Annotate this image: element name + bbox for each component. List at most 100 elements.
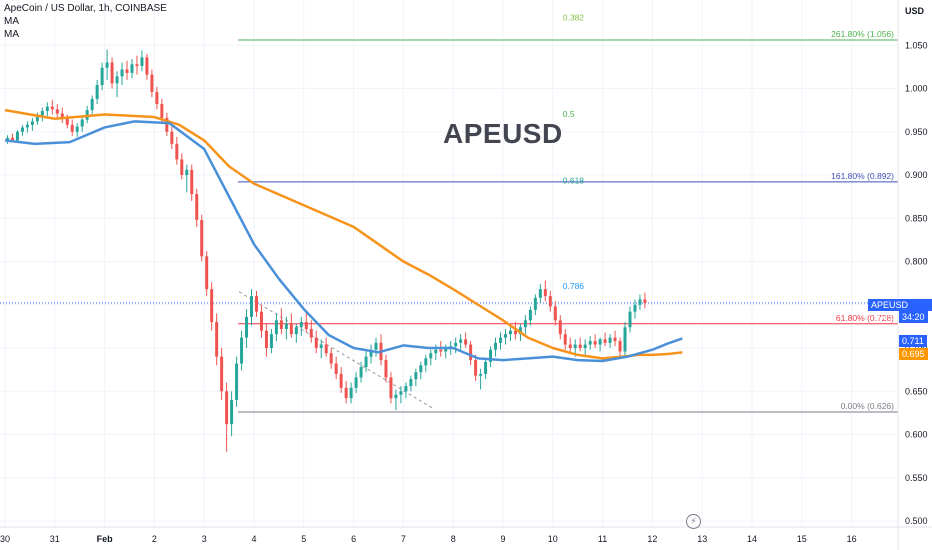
candle-body: [319, 344, 323, 348]
time-tick-label: 30: [0, 534, 10, 544]
symbol-price-tag: APEUSD 0.752: [868, 299, 932, 322]
candle-body: [558, 320, 562, 335]
candle-body: [215, 322, 219, 357]
candle-body: [75, 126, 79, 132]
candle-body: [424, 358, 428, 366]
candle-body: [264, 330, 268, 348]
candle-body: [568, 344, 572, 348]
chart-legend: ApeCoin / US Dollar, 1h, COINBASE MA MA: [4, 2, 167, 41]
candle-body: [35, 115, 39, 122]
candle-body: [638, 299, 642, 305]
candle-body: [235, 363, 239, 400]
candle-body: [394, 394, 398, 399]
candle-body: [155, 91, 159, 105]
candle-body: [65, 117, 69, 125]
candle-body: [180, 159, 184, 175]
symbol-tag-price: 0.752: [875, 312, 898, 322]
candle-body: [190, 169, 194, 195]
candle-body: [210, 289, 214, 323]
candle-body: [250, 296, 254, 317]
symbol-title[interactable]: ApeCoin / US Dollar, 1h, COINBASE: [4, 3, 167, 14]
candle-body: [309, 328, 313, 338]
time-tick-label: 7: [401, 534, 406, 544]
price-tick-label: 0.850: [905, 213, 928, 223]
candle-body: [354, 377, 358, 388]
time-tick-label: 2: [152, 534, 157, 544]
fan-level-label: 0.5: [563, 109, 575, 119]
candle-body: [230, 399, 234, 425]
candle-body: [389, 377, 393, 399]
candle-body: [503, 334, 507, 338]
candle-body: [314, 337, 318, 348]
legend-ma-2[interactable]: MA: [4, 29, 19, 40]
candle-body: [598, 339, 602, 345]
candle-body: [45, 106, 49, 111]
time-tick-label: 31: [50, 534, 60, 544]
candle-body: [140, 57, 144, 67]
candle-body: [623, 327, 627, 352]
price-tick-label: 0.550: [905, 473, 928, 483]
time-tick-label: 16: [847, 534, 857, 544]
time-tick-label: 13: [697, 534, 707, 544]
time-tick-label: 3: [202, 534, 207, 544]
candle-body: [479, 373, 483, 376]
fan-level-label: 0.618: [563, 175, 585, 185]
price-tick-label: 1.000: [905, 84, 928, 94]
fan-level-label: 0.786: [563, 281, 585, 291]
candle-body: [60, 113, 64, 118]
candle-body: [55, 109, 59, 114]
countdown-tag: 34:20: [899, 311, 928, 323]
candle-body: [245, 316, 249, 338]
candle-body: [434, 349, 438, 354]
time-tick-label: 9: [500, 534, 505, 544]
candle-body: [294, 327, 298, 335]
candle-body: [105, 62, 109, 68]
time-tick-label: 15: [797, 534, 807, 544]
candle-body: [170, 131, 174, 144]
candle-body: [384, 360, 388, 378]
symbol-tag-name: APEUSD: [871, 300, 909, 310]
candle-body: [633, 304, 637, 312]
candle-body: [279, 320, 283, 329]
candle-body: [588, 341, 592, 345]
time-tick-label: 6: [351, 534, 356, 544]
candle-body: [364, 356, 368, 368]
grid: [0, 0, 898, 527]
candle-body: [125, 69, 129, 73]
time-tick-label: Feb: [97, 534, 114, 544]
candle-body: [329, 353, 333, 364]
candle-body: [254, 296, 258, 312]
candle-body: [95, 85, 99, 99]
candle-body: [30, 121, 34, 125]
candle-body: [563, 334, 567, 345]
candle-body: [643, 299, 647, 304]
candle-body: [459, 339, 463, 343]
candle-body: [284, 323, 288, 329]
candle-body: [185, 169, 189, 175]
legend-ma-1[interactable]: MA: [4, 16, 19, 27]
candle-body: [20, 127, 24, 132]
candle-body: [553, 306, 557, 321]
price-tick-label: 0.900: [905, 170, 928, 180]
candle-body: [484, 361, 488, 374]
currency-label[interactable]: USD: [905, 6, 925, 16]
candle-body: [70, 124, 74, 132]
time-tick-label: 10: [548, 534, 558, 544]
candle-body: [165, 117, 169, 132]
lightning-icon[interactable]: ⚡: [686, 514, 701, 529]
candle-body: [150, 74, 154, 92]
time-tick-label: 4: [251, 534, 256, 544]
candle-body: [205, 256, 209, 290]
fib-level-label: 61.80% (0.728): [836, 313, 894, 323]
time-tick-label: 8: [451, 534, 456, 544]
candle-body: [613, 337, 617, 342]
candle-body: [489, 349, 493, 362]
candle-body: [543, 289, 547, 297]
candle-body: [175, 143, 179, 160]
candle-body: [339, 373, 343, 388]
candle-body: [464, 339, 468, 345]
